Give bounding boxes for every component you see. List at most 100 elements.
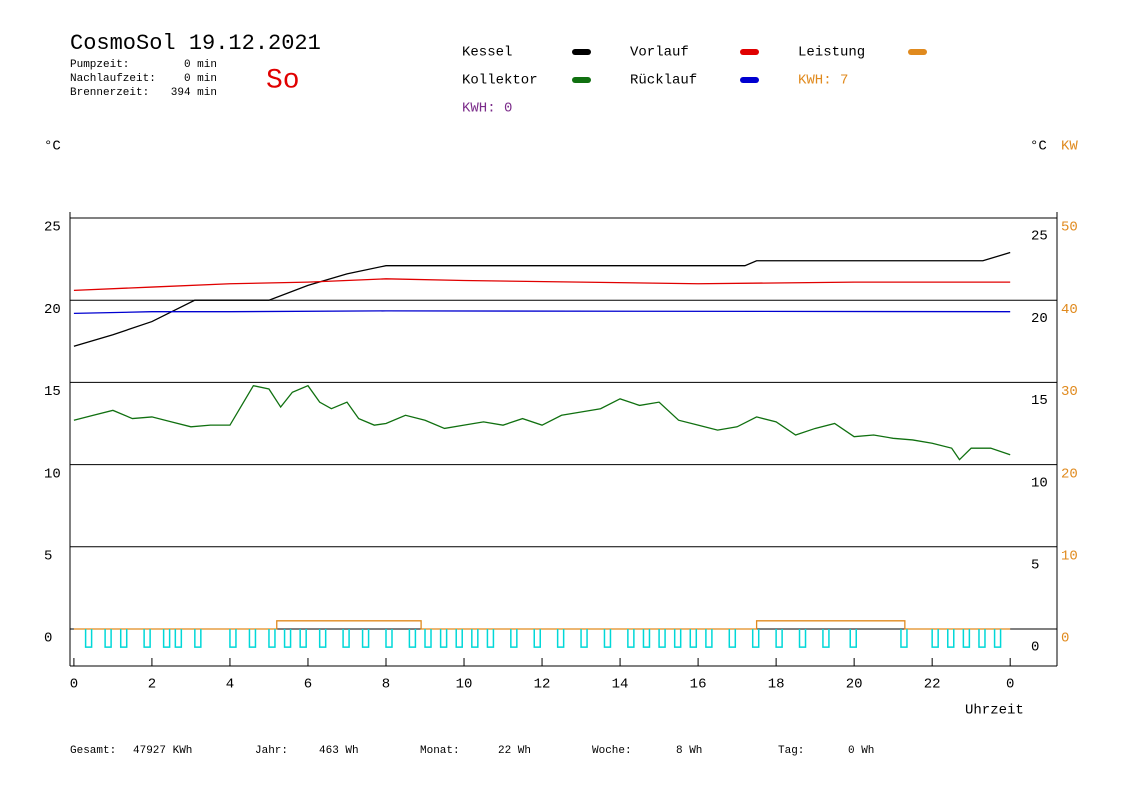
y-tick-label: 15	[44, 384, 61, 400]
pump-pulse	[822, 629, 830, 648]
legend-label: Kollektor	[462, 73, 538, 89]
x-tick-label: 20	[846, 677, 863, 693]
pump-pulse	[162, 629, 171, 648]
legend-label: Rücklauf	[630, 73, 697, 89]
x-tick-label: 0	[1006, 677, 1014, 693]
x-tick-label: 14	[612, 677, 629, 693]
y2-tick-label-c: 10	[1031, 475, 1048, 491]
pump-pulse	[84, 629, 93, 648]
pump-pulse	[486, 629, 495, 648]
footer-value: 47927 KWh	[133, 745, 192, 757]
x-tick-label: 18	[768, 677, 785, 693]
x-tick-label: 2	[148, 677, 156, 693]
y-tick-label: 5	[44, 549, 52, 565]
footer-value: 8 Wh	[676, 745, 702, 757]
pump-pulse	[642, 629, 651, 648]
series-line	[73, 620, 1011, 630]
pump-pulse	[556, 629, 565, 648]
y-tick-label: 0	[44, 631, 52, 647]
y2-tick-label: 50	[1061, 220, 1078, 236]
pump-pulse	[798, 629, 807, 648]
pump-pulse	[283, 629, 292, 648]
y2-tick-label: 30	[1061, 384, 1078, 400]
info-label: Brennerzeit:	[70, 87, 149, 99]
y2-tick-label-c: 15	[1031, 393, 1048, 409]
x-axis-label: Uhrzeit	[965, 703, 1024, 719]
pump-pulse	[580, 629, 588, 648]
footer-value: 463 Wh	[319, 745, 359, 757]
y-axis-label: °C	[44, 139, 61, 155]
series-line	[73, 251, 1011, 347]
y2-tick-label: 0	[1061, 631, 1069, 647]
y2-tick-label-c: 20	[1031, 311, 1048, 327]
legend-label: Vorlauf	[630, 45, 689, 61]
info-label: Nachlaufzeit:	[70, 73, 156, 85]
y2-axis-label-c: °C	[1030, 139, 1047, 155]
pump-pulse	[510, 629, 518, 648]
pump-pulse	[104, 629, 112, 648]
legend-label: Leistung	[798, 45, 865, 61]
pump-pulse	[194, 629, 202, 648]
footer-value: 0 Wh	[848, 745, 874, 757]
pump-pulse	[408, 629, 417, 648]
pump-pulse	[673, 629, 682, 648]
x-tick-label: 10	[456, 677, 473, 693]
pump-pulse	[248, 629, 257, 648]
y2-tick-label-c: 5	[1031, 558, 1039, 574]
y2-axis-label: KW	[1061, 139, 1078, 155]
pump-pulse	[229, 629, 237, 648]
footer-label: Woche:	[592, 745, 632, 757]
pump-pulse	[439, 629, 448, 648]
x-tick-label: 4	[226, 677, 234, 693]
pump-pulse	[658, 629, 666, 648]
x-tick-label: 22	[924, 677, 941, 693]
pump-pulse	[947, 629, 955, 648]
footer-label: Tag:	[778, 745, 804, 757]
info-value: 0 min	[184, 59, 217, 71]
pump-pulse	[119, 629, 128, 648]
pump-pulse	[361, 629, 370, 648]
pump-pulse	[471, 629, 479, 648]
y2-tick-label-c: 25	[1031, 229, 1048, 245]
pump-pulse	[299, 629, 307, 648]
footer-value: 22 Wh	[498, 745, 531, 757]
pump-pulse	[849, 629, 857, 648]
y-tick-label: 25	[44, 220, 61, 236]
x-tick-label: 6	[304, 677, 312, 693]
info-label: Pumpzeit:	[70, 59, 129, 71]
y2-tick-label: 20	[1061, 466, 1078, 482]
footer-label: Gesamt:	[70, 745, 116, 757]
pump-pulse	[385, 629, 393, 648]
pump-pulse	[775, 629, 783, 648]
pump-pulse	[342, 629, 350, 648]
y2-tick-label: 10	[1061, 549, 1078, 565]
pump-pulse	[174, 629, 183, 648]
pump-pulse	[143, 629, 151, 648]
pump-pulse	[318, 629, 327, 648]
pump-pulse	[962, 629, 971, 648]
y-tick-label: 20	[44, 302, 61, 318]
pump-pulse	[455, 629, 463, 648]
pump-pulse	[424, 629, 432, 648]
pump-pulse	[533, 629, 541, 648]
pump-pulse	[627, 629, 635, 648]
kwh-label: KWH: 0	[462, 101, 512, 117]
pump-pulse	[978, 629, 986, 648]
series-line	[73, 310, 1011, 315]
pump-pulse	[751, 629, 760, 648]
pump-pulse	[705, 629, 713, 648]
legend-label: Kessel	[462, 45, 512, 61]
x-tick-label: 12	[534, 677, 551, 693]
pump-pulse	[993, 629, 1002, 648]
kwh-label: KWH: 7	[798, 73, 848, 89]
x-tick-label: 8	[382, 677, 390, 693]
info-value: 0 min	[184, 73, 217, 85]
pump-pulse	[689, 629, 698, 648]
footer-label: Monat:	[420, 745, 460, 757]
x-tick-label: 16	[690, 677, 707, 693]
footer-label: Jahr:	[255, 745, 288, 757]
chart-title: CosmoSol 19.12.2021	[70, 31, 321, 56]
x-tick-label: 0	[70, 677, 78, 693]
pump-pulse	[728, 629, 737, 648]
